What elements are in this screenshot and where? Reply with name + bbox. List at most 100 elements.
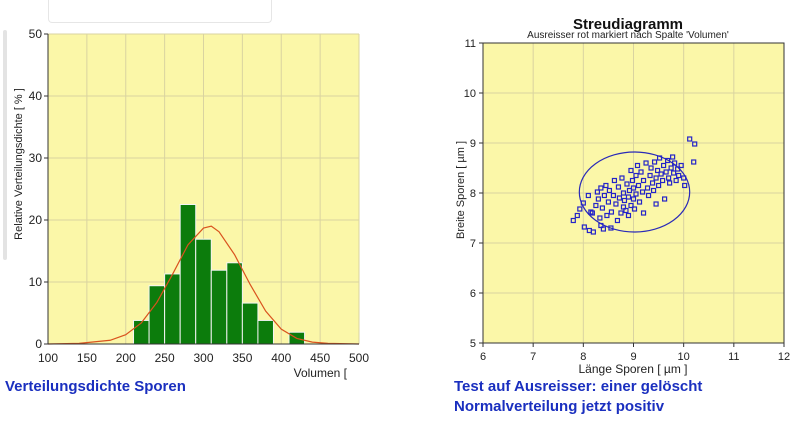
scatter-point	[638, 169, 644, 175]
histogram-bar	[179, 204, 197, 345]
scatter-point	[608, 209, 615, 215]
y-tick-label: 11	[465, 38, 476, 50]
scatter-point	[628, 167, 634, 174]
confidence-ellipse	[578, 151, 691, 233]
scatter-point	[595, 196, 601, 202]
x-tick-label: 11	[728, 351, 739, 363]
scatter-point	[577, 206, 583, 212]
scatter-point	[662, 196, 668, 202]
scatter-point	[648, 165, 654, 171]
scatter-point	[613, 201, 619, 207]
scatter-point	[570, 217, 576, 224]
scatter-point	[636, 199, 643, 205]
scatter-point	[640, 210, 647, 216]
scatter-point	[619, 175, 625, 181]
scatter-point	[653, 175, 659, 181]
scatter-point	[581, 224, 587, 230]
scatter-point	[649, 180, 656, 186]
x-tick-label: 400	[271, 351, 291, 365]
scatter-point	[673, 177, 679, 184]
scatter-point	[661, 162, 667, 169]
histogram-chart: 100 150 200 250 300 350 400 450 500 0 10 20 30 40 50 Vo…	[13, 27, 369, 380]
y-tick-label: 0	[35, 337, 42, 351]
y-axis-label: Relative Verteilungsdichte [ % ]	[13, 88, 25, 240]
scatter-point	[610, 192, 617, 199]
scatter-point	[682, 182, 688, 189]
scatter-point	[656, 155, 663, 161]
histogram-panel: 100 150 200 250 300 350 400 450 500 0 10 20 30 40 50 Vo…	[0, 0, 380, 422]
histogram-bar	[210, 269, 228, 345]
scatter-point	[618, 210, 624, 216]
scatter-point	[574, 212, 580, 219]
y-tick-label: 7	[470, 238, 476, 250]
scatter-point	[644, 185, 651, 191]
scatter-point	[647, 172, 653, 179]
scatter-point	[653, 201, 659, 207]
x-tick-label: 150	[77, 351, 97, 365]
y-tick-label: 6	[470, 288, 476, 300]
histogram-bar	[148, 285, 166, 345]
y-tick-label: 5	[470, 338, 476, 350]
scatter-point	[676, 172, 682, 179]
y-tick-label: 10	[464, 88, 476, 100]
scatter-point	[605, 199, 612, 205]
x-axis-label: Länge Sporen [ µm ]	[579, 362, 688, 376]
scatter-point	[630, 196, 637, 202]
scatter-point	[611, 177, 618, 184]
histogram-bar	[241, 302, 259, 345]
scatter-point	[614, 217, 621, 224]
histogram-bar	[195, 238, 212, 345]
scatter-point	[625, 212, 632, 219]
scatter-point	[606, 187, 613, 194]
histogram-bar	[226, 262, 243, 345]
scatter-point	[624, 181, 630, 187]
chart-subtitle: Ausreisser rot markiert nach Spalte 'Vol…	[527, 30, 729, 41]
scatter-point	[628, 202, 634, 209]
y-tick-label: 8	[470, 188, 476, 200]
x-tick-label: 8	[580, 351, 586, 363]
density-curve	[47, 225, 360, 345]
scatter-point	[608, 225, 614, 231]
scatter-point	[615, 184, 622, 190]
scatter-point	[593, 202, 599, 209]
scatter-point	[631, 206, 638, 212]
y-axis-label: Breite Sporen [ µm ]	[455, 141, 467, 239]
x-axis-label: Volumen [	[294, 366, 348, 380]
scatter-point	[654, 167, 661, 174]
chart-title: Streudiagramm	[573, 16, 683, 33]
scatter-point	[630, 185, 637, 191]
scatter-point	[667, 180, 673, 186]
scatter-point	[616, 195, 623, 201]
scatter-point	[598, 185, 604, 191]
scatter-point	[635, 182, 642, 189]
scatter-point	[625, 194, 632, 200]
x-tick-label: 7	[530, 351, 536, 363]
scatter-point	[666, 175, 672, 181]
scatter-point	[634, 162, 641, 169]
scatter-point	[633, 172, 639, 179]
scatter-panel: 6 7 8 9 10 11 12 5 6 7 8 9 10 11 Streudiagramm Ausreiss…	[440, 0, 793, 422]
scatter-point	[633, 191, 639, 197]
histogram-bar	[133, 319, 150, 345]
right-caption-line1: Test auf Ausreisser: einer gelöscht	[454, 378, 703, 395]
top-strip	[48, 0, 272, 23]
scatter-point	[639, 189, 646, 195]
scatter-point	[598, 222, 604, 229]
scatter-point	[620, 190, 627, 196]
scatter-point	[687, 136, 693, 142]
scatter-point	[670, 154, 676, 160]
scatter-point	[599, 205, 605, 211]
scatter-point	[585, 192, 591, 199]
x-tick-label: 300	[193, 351, 213, 365]
x-tick-label: 250	[155, 351, 175, 365]
right-caption-line2: Normalverteilung jetzt positiv	[454, 398, 665, 415]
y-tick-label: 30	[29, 151, 43, 165]
left-scrollbar[interactable]	[3, 30, 7, 260]
plot-frame	[482, 42, 785, 344]
scatter-point	[675, 166, 681, 172]
scatter-point	[672, 160, 678, 166]
scatter-point	[650, 187, 657, 194]
x-tick-label: 6	[480, 351, 486, 363]
scatter-point	[623, 207, 629, 214]
scatter-point	[640, 177, 647, 184]
